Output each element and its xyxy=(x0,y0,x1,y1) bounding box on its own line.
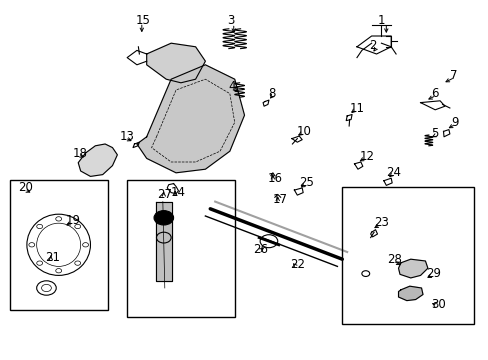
Polygon shape xyxy=(155,202,172,281)
Text: 4: 4 xyxy=(228,80,236,93)
Polygon shape xyxy=(78,144,117,176)
Text: 12: 12 xyxy=(359,150,374,163)
Text: 1: 1 xyxy=(377,14,384,27)
Circle shape xyxy=(154,211,173,225)
Text: 5: 5 xyxy=(430,127,438,140)
Text: 17: 17 xyxy=(272,193,287,206)
Polygon shape xyxy=(398,286,422,301)
Text: 11: 11 xyxy=(349,102,365,114)
Text: 23: 23 xyxy=(374,216,388,229)
Polygon shape xyxy=(137,65,244,173)
Text: 18: 18 xyxy=(72,147,87,159)
Text: 3: 3 xyxy=(227,14,234,27)
Text: 13: 13 xyxy=(120,130,134,143)
Text: 6: 6 xyxy=(430,87,438,100)
Polygon shape xyxy=(398,259,427,278)
Polygon shape xyxy=(146,43,205,83)
Text: 22: 22 xyxy=(289,258,305,271)
Bar xyxy=(10,180,107,310)
Text: 20: 20 xyxy=(19,181,33,194)
Text: 16: 16 xyxy=(267,172,283,185)
Text: 25: 25 xyxy=(299,176,313,189)
Text: 10: 10 xyxy=(296,125,311,138)
Text: 24: 24 xyxy=(386,166,401,179)
Bar xyxy=(127,180,234,317)
Text: 7: 7 xyxy=(449,69,456,82)
Text: 2: 2 xyxy=(368,39,376,51)
Text: 21: 21 xyxy=(45,251,60,264)
Text: 19: 19 xyxy=(66,214,81,227)
Text: 9: 9 xyxy=(450,116,457,129)
Text: 29: 29 xyxy=(426,267,441,280)
Text: 30: 30 xyxy=(430,298,445,311)
Text: 26: 26 xyxy=(253,243,268,256)
Text: 14: 14 xyxy=(170,186,185,199)
Text: 28: 28 xyxy=(386,253,401,266)
Text: 15: 15 xyxy=(136,14,150,27)
Text: 27: 27 xyxy=(157,188,172,201)
Text: 8: 8 xyxy=(267,87,275,100)
Bar xyxy=(342,187,473,324)
